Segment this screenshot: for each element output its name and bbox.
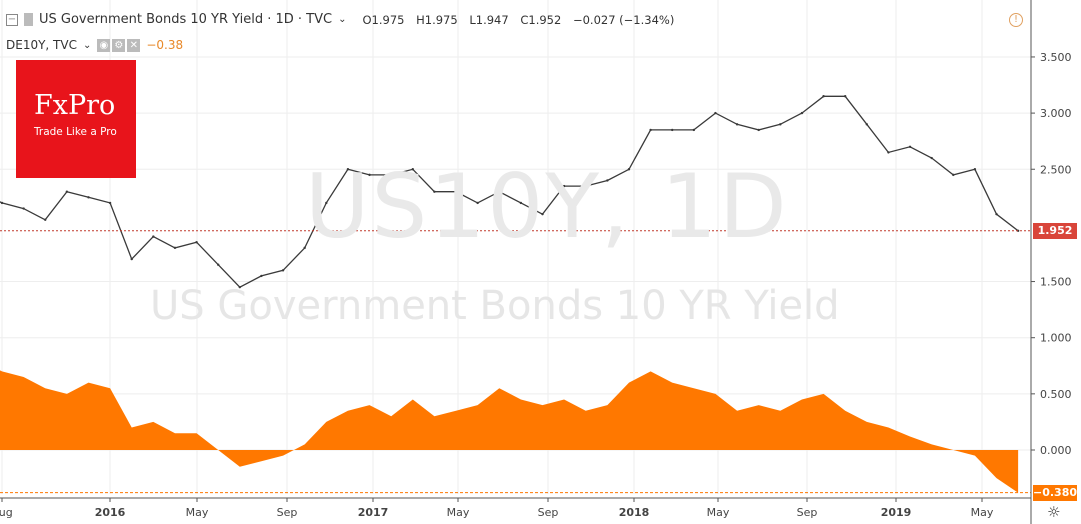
chevron-down-icon[interactable]: ⌄ [82, 39, 92, 51]
collapse-icon[interactable]: − [6, 13, 18, 26]
warning-icon[interactable]: ! [1009, 13, 1023, 27]
us10y-point [44, 218, 47, 221]
compare-legend: DE10Y, TVC ⌄ ◉ ⚙ ✕ −0.38 [6, 38, 183, 52]
us10y-point [843, 95, 847, 98]
us10y-point [930, 156, 933, 160]
x-tick-label: Sep [538, 506, 559, 519]
main-legend: − US Government Bonds 10 YR Yield · 1D ·… [6, 12, 682, 27]
chevron-down-icon[interactable]: ⌄ [338, 14, 347, 25]
close-icon[interactable]: ✕ [127, 38, 141, 52]
y-tick-label: 2.500 [1040, 163, 1072, 176]
us10y-point [389, 173, 393, 177]
us10y-point [735, 123, 739, 126]
us10y-point [152, 235, 155, 238]
x-tick-label: May [186, 506, 209, 519]
de10y-area [0, 370, 1019, 493]
us10y-point [952, 173, 955, 177]
us10y-point [303, 246, 306, 250]
x-tick-label: 2017 [358, 506, 389, 519]
logo-brand: FxPro [34, 90, 116, 121]
us10y-point [822, 95, 825, 98]
y-tick-label: 1.500 [1040, 276, 1072, 289]
us10y-point [108, 201, 112, 205]
x-tick-label: May [971, 506, 994, 519]
x-tick-label: 2019 [881, 506, 912, 519]
us10y-point [714, 111, 717, 115]
us10y-point [195, 241, 198, 244]
us10y-point [130, 257, 133, 261]
us10y-point [606, 179, 609, 182]
compare-symbol[interactable]: DE10Y, TVC [6, 38, 77, 52]
last-price-tag-us: 1.952 [1033, 223, 1077, 239]
us10y-point [433, 190, 436, 193]
us10y-point [1016, 229, 1020, 232]
settings-icon[interactable]: ☼ [1047, 503, 1061, 521]
x-tick-label: Aug [0, 506, 13, 519]
last-price-tag-de: −0.380 [1033, 485, 1078, 501]
us10y-point [562, 184, 566, 188]
us10y-point [692, 128, 696, 132]
us10y-point [65, 190, 69, 193]
y-tick-label: 1.000 [1040, 332, 1072, 345]
x-tick-label: May [707, 506, 730, 519]
low-value: L1.947 [469, 12, 509, 27]
us10y-point [541, 212, 544, 216]
us10y-point [627, 168, 631, 171]
us10y-point [584, 184, 587, 188]
us10y-point [0, 201, 4, 205]
us10y-point [519, 201, 523, 205]
us10y-point [173, 246, 177, 250]
compare-value: −0.38 [146, 38, 184, 52]
fxpro-logo: FxPro Trade Like a Pro [16, 60, 136, 178]
eye-icon[interactable]: ◉ [97, 38, 111, 52]
us10y-point [368, 173, 371, 177]
x-tick-label: 2018 [619, 506, 650, 519]
y-tick-label: 0.000 [1040, 444, 1072, 457]
us10y-point [887, 151, 890, 154]
x-tick-label: May [447, 506, 470, 519]
us10y-point [995, 212, 998, 216]
x-tick-label: 2016 [95, 506, 126, 519]
logo-tagline: Trade Like a Pro [34, 126, 117, 138]
close-value: C1.952 [520, 12, 562, 27]
watermark-name: US Government Bonds 10 YR Yield [150, 283, 840, 329]
high-value: H1.975 [416, 12, 458, 27]
us10y-point [325, 201, 328, 205]
us10y-point [800, 111, 804, 115]
x-tick-label: Sep [277, 506, 298, 519]
us10y-point [281, 269, 285, 272]
us10y-point [217, 263, 220, 266]
change-value: −0.027 (−1.34%) [572, 12, 675, 27]
symbol-title[interactable]: US Government Bonds 10 YR Yield · 1D · T… [39, 12, 333, 27]
flag-icon [24, 13, 33, 26]
x-tick-label: Sep [797, 506, 818, 519]
open-value: O1.975 [362, 12, 405, 27]
y-tick-label: 3.000 [1040, 107, 1072, 120]
us10y-point [779, 123, 782, 126]
y-tick-label: 0.500 [1040, 388, 1072, 401]
us10y-point [498, 190, 501, 193]
us10y-point [973, 168, 977, 171]
us10y-point [908, 145, 912, 148]
us10y-point [260, 274, 263, 278]
us10y-point [865, 123, 868, 126]
watermark-symbol: US10Y, 1D [305, 155, 789, 258]
us10y-point [454, 190, 458, 193]
us10y-point [757, 128, 760, 132]
us10y-point [476, 201, 479, 205]
us10y-point [346, 168, 350, 171]
us10y-point [238, 285, 242, 289]
us10y-point [649, 128, 652, 132]
gear-icon[interactable]: ⚙ [112, 38, 126, 52]
us10y-point [87, 196, 90, 199]
us10y-point [411, 168, 414, 171]
us10y-point [22, 207, 25, 210]
y-tick-label: 3.500 [1040, 51, 1072, 64]
us10y-point [671, 128, 674, 132]
